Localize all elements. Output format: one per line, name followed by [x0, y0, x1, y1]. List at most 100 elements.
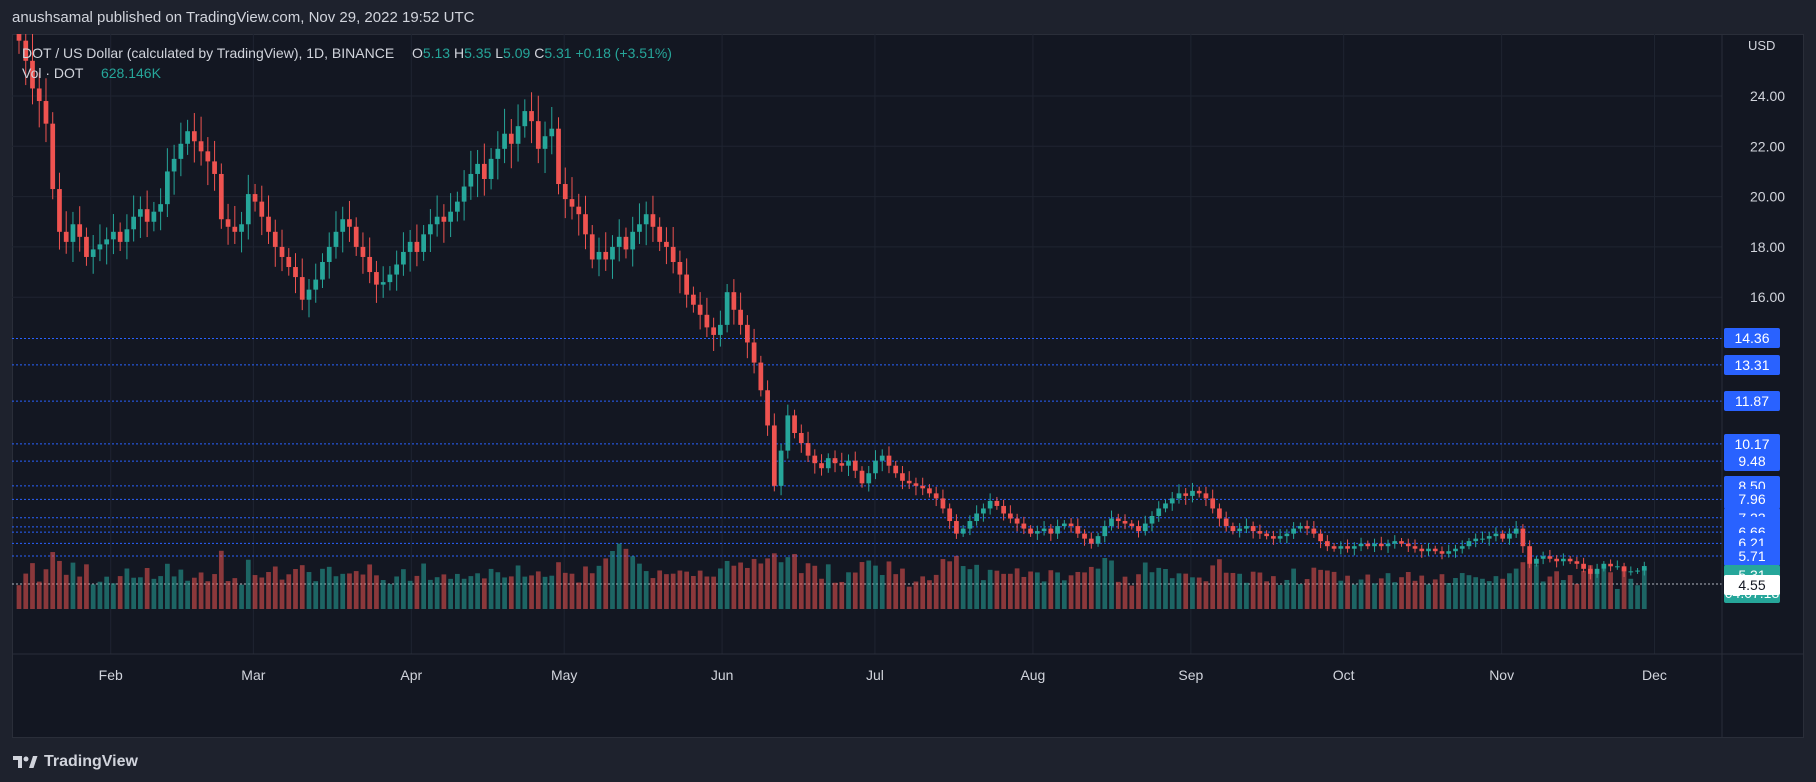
- volume-bar: [347, 573, 352, 609]
- candle-body: [1136, 526, 1141, 532]
- candle-body: [481, 163, 487, 179]
- candle-body: [232, 226, 238, 232]
- level-price-tag: 11.87: [1724, 391, 1780, 412]
- candle-body: [1237, 528, 1243, 532]
- volume-bar: [104, 576, 110, 609]
- candle-body: [1486, 536, 1492, 539]
- candle-body: [144, 209, 150, 222]
- volume-bar: [859, 562, 865, 609]
- candle-body: [97, 244, 103, 250]
- candle-body: [421, 234, 427, 252]
- candle-body: [852, 460, 858, 471]
- volume-bar: [1115, 581, 1121, 609]
- candle-body: [495, 148, 501, 159]
- candle-body: [1203, 493, 1209, 499]
- candle-body: [697, 304, 703, 315]
- volume-bar: [832, 582, 838, 609]
- volume-bar: [1008, 573, 1013, 609]
- candle-body: [252, 194, 258, 202]
- candle-body: [205, 151, 211, 162]
- candle-body: [1048, 528, 1054, 534]
- volume-bar: [886, 561, 892, 609]
- volume-bar: [36, 581, 42, 609]
- axes: 16.00 18.00 20.00 22.00 24.00 USD Feb Mar Apr May…: [12, 34, 1804, 738]
- level-price-tag: 14.36: [1724, 328, 1780, 349]
- candle-body: [1324, 541, 1330, 547]
- candle-body: [1399, 541, 1404, 544]
- volume-bar: [299, 565, 305, 609]
- volume-bar: [927, 580, 932, 609]
- volume-bar: [873, 565, 878, 609]
- x-tick-label: Jun: [711, 667, 734, 683]
- level-price-tag: 13.31: [1724, 354, 1780, 375]
- volume-bar: [1378, 578, 1384, 609]
- candle-body: [1621, 566, 1627, 572]
- candle-body: [1554, 558, 1559, 562]
- volume-bar: [758, 563, 764, 609]
- candlesticks: [16, 34, 1647, 580]
- volume-bar: [704, 576, 710, 609]
- volume-bar: [320, 568, 325, 609]
- candle-body: [1587, 568, 1593, 574]
- chart-frame[interactable]: [12, 34, 1804, 738]
- legend-volume-label: Vol · DOT: [22, 65, 84, 81]
- candle-body: [461, 186, 467, 202]
- volume-bar: [454, 573, 460, 609]
- volume-bar: [1513, 568, 1519, 609]
- candle-body: [846, 460, 851, 466]
- candle-body: [407, 241, 413, 252]
- volume-bar: [1567, 575, 1573, 609]
- volume-bar: [1500, 578, 1506, 609]
- volume-bar: [623, 548, 629, 609]
- volume-bar: [819, 578, 824, 609]
- volume-bar: [657, 570, 663, 609]
- candle-body: [1001, 505, 1006, 514]
- volume-bar: [259, 577, 265, 609]
- candle-body: [279, 246, 285, 257]
- candle-body: [57, 189, 62, 232]
- candle-body: [1412, 546, 1418, 549]
- candle-body: [475, 163, 480, 174]
- volume-bar: [1534, 564, 1539, 609]
- y-tick-label: 18.00: [1750, 239, 1785, 255]
- candle-body: [1277, 536, 1283, 539]
- candle-body: [900, 473, 905, 481]
- candle-body: [185, 131, 190, 144]
- volume-bar: [1507, 573, 1512, 609]
- volume-bar: [960, 566, 966, 609]
- volume-bar: [57, 560, 62, 609]
- legend-low-label: L: [495, 45, 504, 61]
- volume-bar: [198, 572, 204, 609]
- candle-body: [1008, 513, 1013, 519]
- candle-body: [245, 194, 251, 225]
- candle-body: [286, 256, 292, 268]
- volume-bar: [461, 578, 467, 609]
- volume-bar: [603, 558, 609, 609]
- volume-bar: [718, 568, 723, 609]
- volume-bar: [434, 577, 440, 609]
- candle-body: [603, 251, 609, 260]
- x-tick-label: Feb: [99, 667, 123, 683]
- candle-body: [886, 455, 892, 466]
- candle-body: [1028, 528, 1033, 534]
- candle-body: [380, 282, 386, 285]
- legend-open: 5.13: [422, 45, 451, 61]
- candle-body: [1547, 556, 1553, 559]
- candle-body: [367, 256, 373, 273]
- volume-bar: [1169, 578, 1175, 609]
- candle-body: [259, 201, 265, 217]
- candle-body: [1169, 498, 1175, 504]
- volume-bar: [900, 568, 905, 609]
- volume-bar: [1055, 572, 1060, 609]
- candle-body: [542, 136, 548, 149]
- candle-body: [333, 231, 339, 247]
- candle-body: [1426, 548, 1431, 552]
- candle-body: [987, 500, 993, 509]
- volume-bar: [738, 562, 743, 609]
- price-chart[interactable]: 16.00 18.00 20.00 22.00 24.00 USD Feb Mar Apr May…: [12, 34, 1804, 738]
- volume-bar: [205, 581, 211, 609]
- candle-body: [23, 40, 29, 61]
- volume-bar: [286, 574, 292, 609]
- legend-volume-value: 628.146K: [100, 65, 161, 81]
- volume-bar: [272, 566, 278, 609]
